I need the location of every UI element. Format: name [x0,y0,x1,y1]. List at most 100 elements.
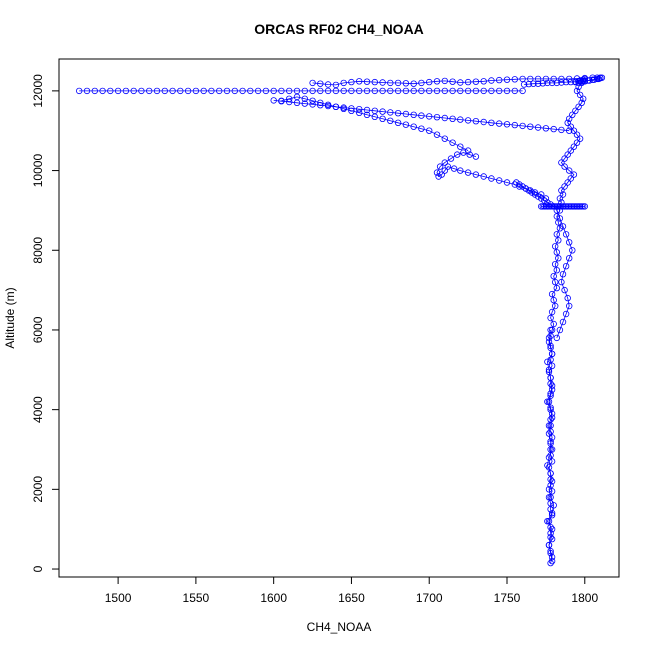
data-point [107,87,114,95]
x-tick-label: 1600 [260,591,287,605]
data-point [547,390,554,397]
data-point [433,131,441,138]
data-point [402,87,410,95]
data-point [547,476,554,483]
data-point [558,75,565,83]
data-point [254,87,262,95]
data-point [340,104,347,111]
series-line [546,329,555,562]
data-point [559,191,567,198]
data-point [332,81,340,89]
data-point [572,107,579,114]
data-point [562,231,570,238]
data-point [433,169,441,176]
data-point [348,87,355,95]
data-point [472,117,480,125]
data-point [559,271,567,278]
data-point [534,124,542,131]
data-point [573,139,581,146]
data-point [153,87,161,95]
data-point [301,100,308,107]
data-point [286,87,293,95]
data-point [558,126,565,134]
data-point [457,79,464,86]
data-point [547,482,554,489]
data-point [309,87,316,95]
data-point [559,318,567,326]
data-point [449,115,456,122]
data-point [208,87,215,95]
data-point [566,127,573,134]
data-point [534,75,542,83]
data-point [558,159,565,166]
data-point [545,334,553,342]
data-point [556,225,564,232]
data-point [548,446,556,453]
data-point [426,78,433,86]
series-4 [433,149,550,202]
data-point [436,163,444,170]
data-point [544,462,551,469]
data-point [387,117,394,124]
data-point [552,261,559,268]
data-point [379,108,386,115]
data-point [441,77,448,85]
data-point [496,177,503,184]
data-point [576,203,584,210]
data-point [576,91,584,99]
data-point [575,79,582,87]
data-point [548,557,556,565]
data-point [545,486,553,493]
data-point [553,231,560,238]
data-point [441,135,448,142]
x-tick-label: 1750 [494,591,521,605]
data-point [379,87,386,95]
y-tick-label: 2000 [31,476,45,503]
data-point [519,122,526,130]
chart-title: ORCAS RF02 CH4_NOAA [254,21,424,37]
data-point [449,139,456,146]
data-point [548,382,556,389]
data-point [410,80,417,87]
data-point [387,109,394,116]
data-point [550,125,557,133]
data-point [348,105,355,112]
data-point [531,191,539,198]
data-point [558,199,565,206]
data-point [559,223,567,230]
data-point [578,99,585,106]
data-point [590,76,598,83]
data-point [223,87,231,95]
data-point [547,549,554,557]
y-tick-label: 10000 [31,154,45,188]
data-point [387,87,394,95]
data-point [130,87,137,95]
data-point [293,87,301,95]
data-point [566,239,573,246]
data-point [410,123,417,130]
data-point [564,119,571,126]
data-point [402,110,410,118]
x-axis: 1500 1550 1600 1650 1700 1750 1800 [105,576,598,605]
data-point [547,422,554,429]
series-line [436,152,547,199]
y-axis-label: Altitude (m) [3,287,17,348]
x-tick-label: 1800 [571,591,598,605]
data-point [552,243,559,250]
data-point [548,79,556,87]
data-point [573,203,581,210]
data-point [433,78,441,85]
data-point [301,95,308,102]
data-point [562,310,570,318]
data-point [402,80,410,87]
data-point [472,78,480,85]
data-point [447,155,455,162]
data-point [363,106,371,114]
data-point [270,97,277,104]
data-point [503,87,511,95]
data-point [200,87,207,95]
data-point [548,203,556,210]
data-point [545,203,553,210]
data-point [569,203,576,210]
data-point [488,119,495,126]
